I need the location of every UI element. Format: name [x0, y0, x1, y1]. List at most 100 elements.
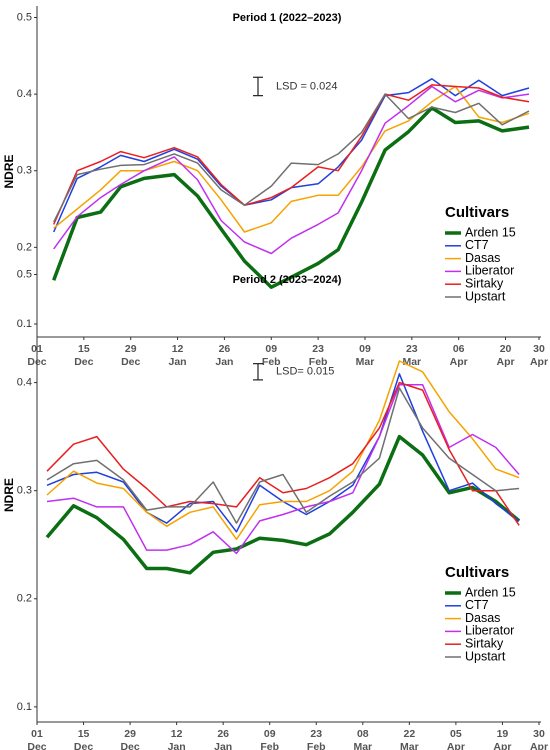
x-tick-label-line: Feb	[260, 741, 279, 750]
x-tick-label-line: Apr	[493, 741, 511, 750]
x-tick-label-line: Jan	[169, 356, 187, 368]
legend-label: Upstart	[465, 289, 506, 303]
x-tick-label-line: Mar	[353, 741, 372, 750]
x-tick-label: 26 Jan	[214, 728, 232, 750]
x-tick-label: 26 Jan	[215, 343, 233, 368]
series-line	[45, 434, 521, 575]
x-tick-label-line: Dec	[27, 741, 46, 750]
x-tick-label-line: Dec	[121, 356, 140, 368]
x-tick-label: 05 Apr	[447, 728, 465, 750]
x-tick-label-line: Feb	[262, 356, 281, 368]
x-tick-label-line: 15	[78, 343, 90, 355]
legend-label: Arden 15	[465, 585, 516, 599]
x-tick-label-line: 29	[124, 728, 136, 740]
x-tick-label-line: Jan	[168, 741, 186, 750]
legend-label: Arden 15	[465, 225, 516, 239]
x-tick-label-line: 23	[312, 343, 324, 355]
x-tick-label: 30 Apr	[530, 343, 548, 368]
x-tick-label: 15 Dec	[74, 728, 93, 750]
legend-label: Sirtaky	[465, 276, 504, 290]
y-tick-label: 0.4	[17, 88, 32, 100]
x-tick-label-line: 06	[453, 343, 465, 355]
x-tick-label: 01 Dec	[27, 728, 46, 750]
x-tick-label-line: Apr	[530, 356, 548, 368]
x-tick-label-line: Apr	[530, 741, 548, 750]
x-tick-label-line: Dec	[74, 741, 93, 750]
x-tick-label-line: Feb	[307, 741, 326, 750]
legend-title: Cultivars	[445, 564, 509, 581]
x-tick-label-line: 20	[500, 343, 512, 355]
x-tick-label: 06 Apr	[450, 343, 468, 368]
x-tick-label-line: 26	[217, 728, 229, 740]
x-tick-label: 15 Dec	[74, 343, 93, 368]
x-tick-label-line: 30	[533, 728, 545, 740]
x-tick-label-line: 09	[265, 343, 277, 355]
x-tick-label-line: 22	[404, 728, 416, 740]
legend-label: Sirtaky	[465, 636, 504, 650]
legend-label: Upstart	[465, 649, 506, 663]
y-tick-label: 0.2	[17, 241, 32, 253]
x-tick-label-line: 23	[406, 343, 418, 355]
x-tick-label-line: 05	[450, 728, 462, 740]
x-tick-label: 19 Apr	[493, 728, 511, 750]
x-tick-label-line: 12	[172, 343, 184, 355]
x-tick-label-line: Apr	[496, 356, 514, 368]
x-tick-label: 23 Feb	[307, 728, 326, 750]
x-tick-label-line: Mar	[400, 741, 419, 750]
x-tick-label: 29 Dec	[120, 728, 139, 750]
legend-title: Cultivars	[445, 204, 509, 221]
annotation: LSD= 0.015	[276, 366, 334, 378]
y-axis-label: NDRE	[2, 154, 16, 188]
y-tick-label: 0.4	[17, 376, 32, 388]
y-tick-label: 0.3	[17, 165, 32, 177]
chart-title: Period 2 (2023–2024)	[233, 274, 342, 286]
x-tick-label: 12 Jan	[169, 343, 187, 368]
x-tick-label-line: Dec	[74, 356, 93, 368]
x-tick-label: 29 Dec	[121, 343, 140, 368]
legend-label: Dasas	[465, 611, 500, 625]
series-line	[53, 84, 530, 225]
x-tick-label-line: 29	[125, 343, 137, 355]
y-tick-label: 0.5	[17, 268, 32, 280]
series-line	[46, 360, 520, 541]
series-line	[46, 373, 520, 533]
series-line	[52, 106, 530, 289]
series-line	[53, 93, 530, 223]
x-tick-label-line: 09	[359, 343, 371, 355]
y-tick-label: 0.1	[17, 318, 32, 330]
x-tick-label-line: 19	[497, 728, 509, 740]
x-tick-label-line: 01	[31, 728, 43, 740]
x-tick-label-line: Dec	[120, 741, 139, 750]
y-tick-label: 0.2	[17, 593, 32, 605]
y-tick-label: 0.1	[17, 701, 32, 713]
x-tick-label-line: Apr	[447, 741, 465, 750]
y-tick-label: 0.3	[17, 485, 32, 497]
x-tick-label-line: Jan	[214, 741, 232, 750]
series-line	[46, 381, 520, 526]
x-tick-label: 30 Apr	[530, 728, 548, 750]
x-tick-label-line: 23	[310, 728, 322, 740]
x-tick-label-line: 09	[264, 728, 276, 740]
chart-title: Period 1 (2022–2023)	[233, 12, 342, 24]
legend-label: Liberator	[465, 264, 514, 278]
x-tick-label-line: 30	[533, 343, 545, 355]
x-tick-label: 12 Jan	[168, 728, 186, 750]
x-tick-label-line: 26	[219, 343, 231, 355]
x-tick-label-line: 12	[171, 728, 183, 740]
x-tick-label-line: Jan	[215, 356, 233, 368]
annotation: LSD = 0.024	[276, 80, 337, 92]
x-tick-label: 09 Mar	[356, 343, 375, 368]
x-tick-label-line: 08	[357, 728, 369, 740]
legend-label: Dasas	[465, 251, 500, 265]
y-tick-label: 0.5	[17, 11, 32, 23]
series-line	[46, 387, 520, 524]
x-tick-label-line: Feb	[309, 356, 328, 368]
x-tick-label: 23 Feb	[309, 343, 328, 368]
y-axis-label: NDRE	[2, 478, 16, 512]
series-line	[53, 85, 530, 233]
x-tick-label-line: 15	[78, 728, 90, 740]
legend-label: Liberator	[465, 624, 514, 638]
x-tick-label-line: Mar	[356, 356, 375, 368]
series-line	[53, 85, 530, 255]
